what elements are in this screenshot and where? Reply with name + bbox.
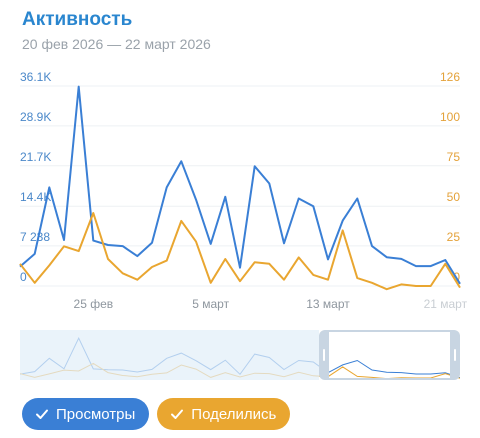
check-icon [36, 409, 48, 419]
y-left-tick-label: 28.9K [20, 110, 51, 124]
shares-series-line [19, 212, 461, 291]
toggle-views-button[interactable]: Просмотры [22, 398, 150, 430]
x-tick-label: 5 март [192, 297, 229, 311]
legend: Просмотры Поделились [22, 398, 291, 430]
views-series-line [19, 85, 461, 285]
y-right-tick-label: 126 [440, 70, 460, 84]
x-tick-label: 13 март [306, 297, 350, 311]
toggle-shares-button[interactable]: Поделились [157, 398, 291, 430]
y-left-tick-label: 7 238 [20, 230, 50, 244]
y-right-tick-label: 50 [447, 190, 461, 204]
y-right-tick-label: 100 [440, 110, 460, 124]
range-navigator[interactable] [20, 330, 460, 380]
date-range: 20 фев 2026 — 22 март 2026 [22, 36, 211, 52]
y-right-tick-label: 25 [447, 230, 461, 244]
y-right-tick-label: 75 [447, 150, 461, 164]
navigator-window[interactable] [329, 330, 450, 380]
x-tick-label: 21 март [424, 297, 468, 311]
navigator-handle-right[interactable] [450, 330, 460, 380]
y-left-tick-label: 14.4K [20, 190, 51, 204]
shares-label: Поделились [191, 405, 277, 423]
chart-title: Активность [22, 9, 133, 30]
check-icon [171, 409, 184, 419]
views-label: Просмотры [56, 405, 136, 423]
y-left-tick-label: 21.7K [20, 150, 51, 164]
navigator-mask [20, 330, 320, 380]
y-left-tick-label: 0 [20, 270, 27, 284]
y-left-tick-label: 36.1K [20, 70, 51, 84]
x-tick-label: 25 фев [74, 297, 114, 311]
navigator-handle-left[interactable] [319, 330, 330, 380]
